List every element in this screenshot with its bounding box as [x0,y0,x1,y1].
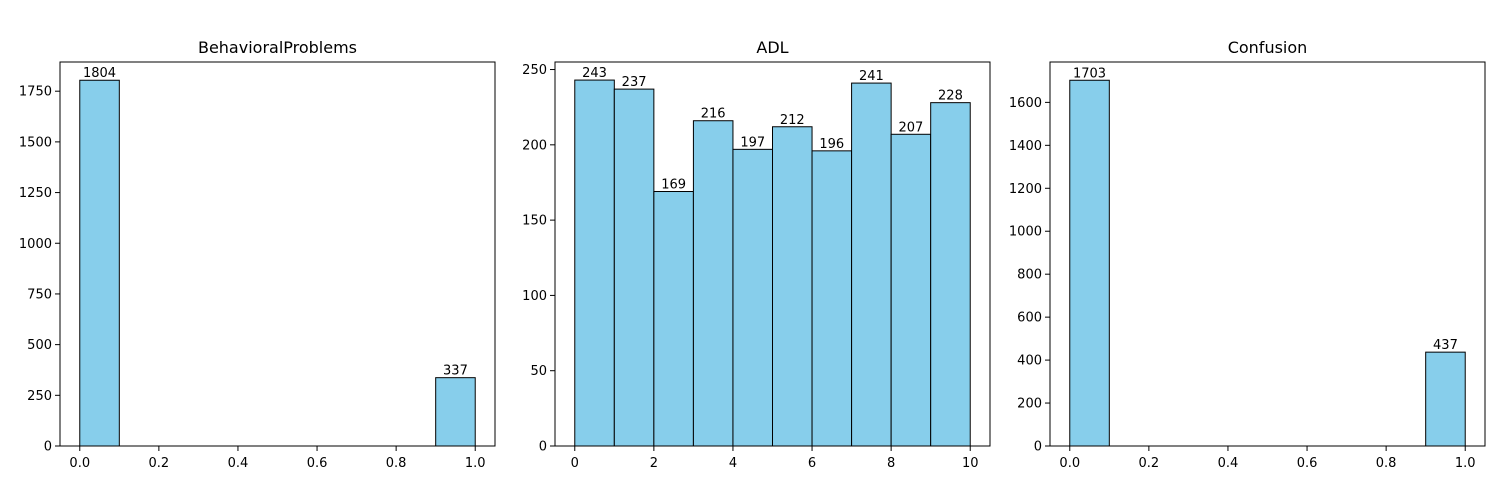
chart-title: BehavioralProblems [198,38,357,57]
data-label-5: 212 [780,113,805,128]
x-tick-label-5: 10 [962,456,979,471]
y-tick-label-1: 50 [530,364,547,379]
x-tick-label-4: 0.8 [386,456,407,471]
data-label-8: 207 [898,120,923,135]
bar-0 [79,79,120,447]
plot-frame [554,61,991,447]
bar-4 [732,148,773,447]
y-tick-label-5: 1000 [1009,225,1042,240]
x-tick-label-1: 0.2 [149,456,170,471]
bar-0 [1069,79,1110,447]
y-tick-label-0: 0 [539,440,547,455]
y-tick-label-2: 100 [522,289,547,304]
bar-0 [574,79,615,447]
y-tick-label-4: 800 [1017,268,1042,283]
y-tick-label-3: 600 [1017,311,1042,326]
bar-9 [930,102,971,447]
x-tick-label-0: 0.0 [69,456,90,471]
bar-6 [811,150,853,447]
x-tick-label-0: 0 [571,456,579,471]
x-tick-label-1: 0.2 [1139,456,1160,471]
chart-title: Confusion [1228,38,1308,57]
y-tick-label-0: 0 [1034,440,1042,455]
y-tick-label-7: 1750 [19,85,52,100]
x-tick-label-4: 8 [887,456,895,471]
data-label-3: 216 [701,107,726,122]
x-tick-label-3: 0.6 [1297,456,1318,471]
data-label-7: 241 [859,69,884,84]
x-tick-label-2: 0.4 [1218,456,1239,471]
plot-frame [59,61,496,447]
y-tick-label-1: 200 [1017,397,1042,412]
chart-title: ADL [756,38,788,57]
x-tick-label-3: 6 [808,456,816,471]
data-label-0: 1703 [1073,66,1106,81]
y-tick-label-0: 0 [44,440,52,455]
x-tick-label-5: 1.0 [1455,456,1476,471]
y-tick-label-6: 1500 [19,135,52,150]
bar-1 [613,88,655,447]
y-tick-label-2: 500 [27,338,52,353]
x-tick-label-5: 1.0 [465,456,486,471]
data-label-0: 1804 [83,66,116,81]
data-label-4: 197 [740,135,765,150]
x-tick-label-3: 0.6 [307,456,328,471]
y-tick-label-5: 1250 [19,186,52,201]
y-tick-label-1: 250 [27,389,52,404]
bar-7 [851,82,892,447]
x-tick-label-0: 0.0 [1059,456,1080,471]
y-tick-label-4: 200 [522,138,547,153]
y-tick-label-2: 400 [1017,354,1042,369]
bar-2 [653,191,694,447]
data-label-1: 237 [622,75,647,90]
y-tick-label-6: 1200 [1009,182,1042,197]
chart-panel-1: 1804 337 BehavioralProblems 0.0 0.2 0.4 0.6 0.8… [19,38,496,471]
bar-3 [692,120,734,447]
data-label-0: 243 [582,66,607,81]
bar-1 [1425,351,1466,447]
x-tick-label-4: 0.8 [1376,456,1397,471]
bar-5 [772,126,813,447]
y-tick-label-4: 1000 [19,237,52,252]
data-label-1: 437 [1433,338,1458,353]
data-label-6: 196 [819,137,844,152]
x-tick-label-2: 0.4 [228,456,249,471]
data-label-9: 228 [938,89,963,104]
x-tick-label-2: 4 [729,456,737,471]
data-label-1: 337 [443,364,468,379]
plot-frame [1049,61,1486,447]
y-tick-label-3: 150 [522,214,547,229]
chart-panel-2: 243 237 169 216 197 212 196 241 207 228 ADL 0 2 4 6 8 10… [522,38,991,471]
y-tick-label-3: 750 [27,287,52,302]
y-tick-label-8: 1600 [1009,96,1042,111]
bar-1 [435,377,476,447]
y-tick-label-5: 250 [522,63,547,78]
chart-panel-3: 1703 437 Confusion 0.0 0.2 0.4 0.6 0.8 1.0 0 200 40… [1009,38,1486,471]
y-tick-label-7: 1400 [1009,139,1042,154]
data-label-2: 169 [661,178,686,193]
bar-8 [890,133,932,447]
x-tick-label-1: 2 [650,456,658,471]
